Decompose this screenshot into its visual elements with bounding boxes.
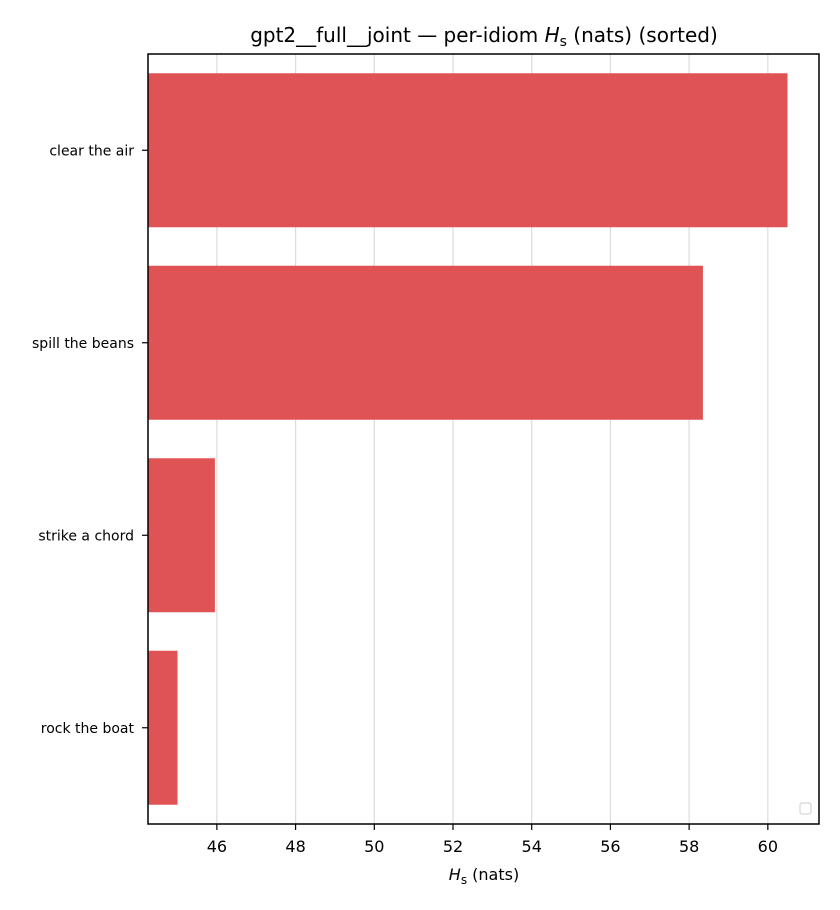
x-tick-label: 52 [443,837,463,856]
y-tick-label: rock the boat [41,721,135,737]
y-tick-label: clear the air [49,143,134,159]
x-tick-label: 60 [758,837,778,856]
x-axis-ticks: 46 48 50 52 54 56 58 60 [207,824,778,856]
bar [148,73,788,228]
x-tick-label: 50 [364,837,384,856]
bar [148,265,703,420]
plot-frame [147,53,820,825]
x-tick-label: 46 [207,837,227,856]
bar [148,458,215,613]
chart-title: gpt2__full__joint — per-idiom Hs (nats) … [250,23,718,50]
bars [148,73,788,805]
x-tick-label: 48 [285,837,305,856]
x-tick-label: 56 [600,837,620,856]
y-axis-ticks: clear the air spill the beans strike a cho… [32,143,148,737]
bar [148,650,178,805]
x-tick-label: 54 [522,837,542,856]
legend-box [799,802,812,815]
y-tick-label: strike a chord [38,528,134,544]
y-tick-label: spill the beans [32,336,134,352]
x-axis-label: Hs (nats) [449,865,519,887]
x-tick-label: 58 [679,837,699,856]
